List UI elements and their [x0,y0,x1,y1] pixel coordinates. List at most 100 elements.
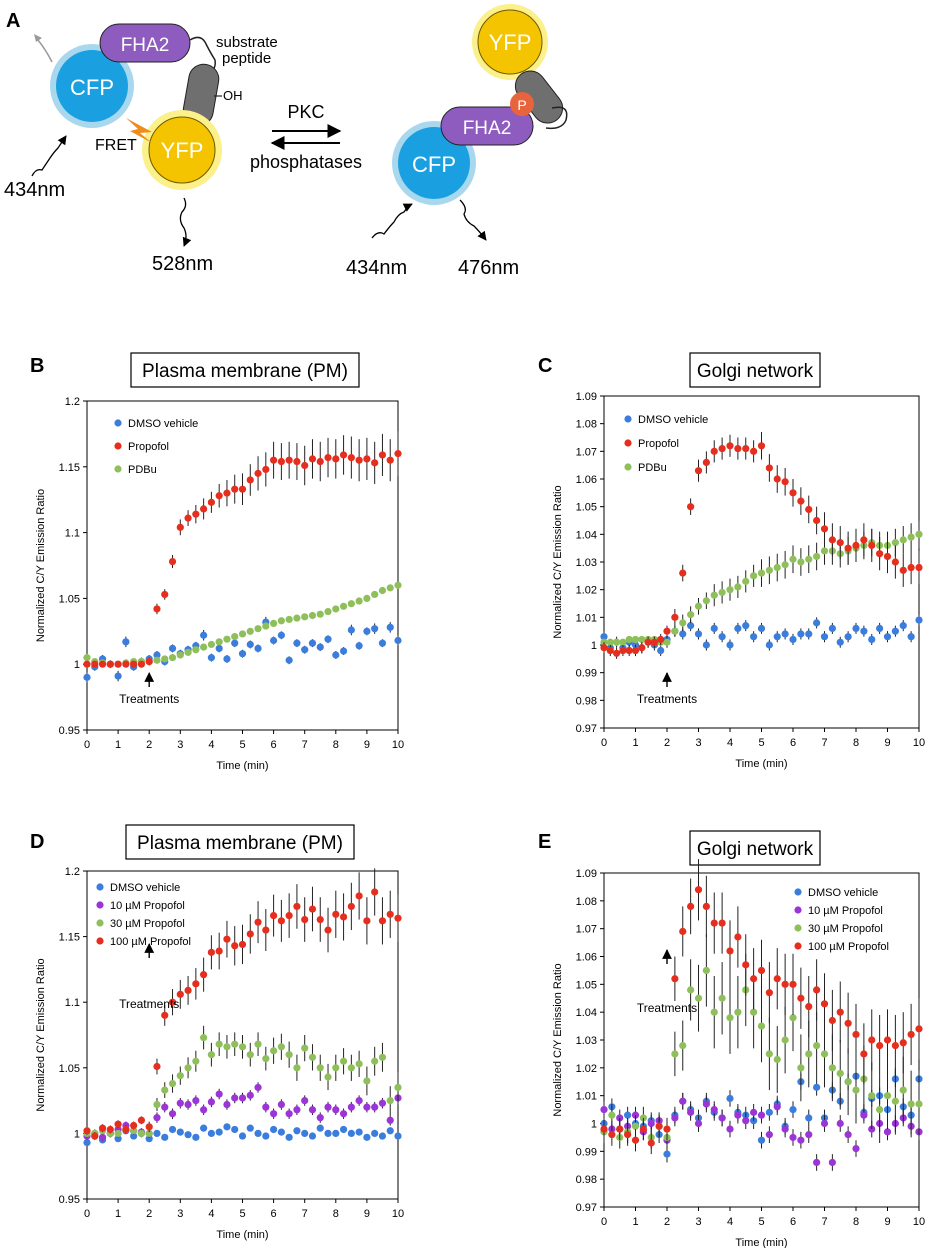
data-point [386,623,394,631]
data-point [270,912,278,920]
data-point [285,912,293,920]
x-tick-label: 6 [790,737,796,749]
data-point [386,1116,394,1124]
legend-marker [624,415,632,423]
data-point [650,638,659,646]
emission-right-label: 476nm [458,257,519,279]
data-point [308,1106,317,1114]
data-point [773,1103,781,1111]
data-point [836,539,844,547]
data-point [262,1055,270,1063]
data-point [277,457,285,466]
y-tick-label: 1.1 [65,528,80,540]
data-point [301,1129,309,1137]
x-tick-label: 7 [302,739,308,751]
data-point [394,1132,402,1140]
x-tick-label: 1 [632,1216,638,1228]
sensor-phosphorylated: YFP CFP FHA2 P 434nm 476nm [346,4,568,279]
data-point [883,552,892,561]
data-point [254,1083,262,1092]
data-point [687,902,695,911]
data-point [820,1000,829,1008]
data-point [679,1097,687,1105]
data-point [207,1051,215,1059]
data-point [308,611,317,620]
data-point [347,626,355,634]
treatment-label: Treatments [637,692,697,706]
data-point [619,638,627,646]
data-point [339,913,348,921]
data-point [184,514,192,522]
data-point [625,646,633,655]
data-point [844,633,852,641]
data-point [750,1108,758,1116]
data-point [246,640,254,649]
data-point [781,1036,789,1044]
chart-title: Plasma membrane (PM) [137,833,343,854]
y-tick-label: 0.97 [576,723,597,735]
data-point [371,625,379,633]
data-point [285,656,293,664]
x-tick-label: 0 [84,1208,90,1220]
data-point [613,638,621,646]
data-point [742,622,750,630]
x-tick-label: 10 [913,737,925,749]
data-point [813,1158,821,1167]
y-tick-label: 1.1 [65,997,80,1009]
data-point [750,1008,758,1016]
data-point [332,1129,340,1137]
data-point [647,1119,655,1128]
data-point [820,547,829,555]
data-point [765,1108,773,1116]
data-point [734,933,742,941]
x-tick-label: 9 [884,737,890,749]
data-point [347,902,355,911]
data-point [813,619,821,627]
data-point [386,1097,394,1105]
x-tick-label: 8 [853,737,859,749]
data-point [161,1103,169,1111]
data-point [355,892,363,900]
data-point [718,588,726,597]
data-point [750,447,758,455]
data-point [192,510,200,518]
y-tick-label: 0.95 [59,725,80,737]
data-point [710,919,718,927]
data-point [83,673,91,681]
data-point [83,654,91,662]
data-point [828,1016,836,1025]
data-point [805,1131,813,1139]
data-point [254,625,262,633]
data-point [114,660,122,668]
data-point [207,640,215,649]
data-point [231,632,239,641]
x-tick-label: 4 [727,1216,733,1228]
data-point [915,616,923,624]
data-point [899,1039,907,1047]
legend-label: Propofol [638,438,679,450]
data-point [899,1086,907,1094]
data-point [613,649,621,657]
series-dmso-vehicle [600,614,923,657]
panel-letter-d: D [30,831,44,853]
data-point [262,1132,270,1140]
data-point [386,910,394,918]
data-point [907,1100,915,1108]
data-point [215,492,223,500]
data-point [246,476,254,484]
data-point [631,1136,640,1144]
chart-panel-c: Golgi network 0.97 0.98 0.99 1 1.01 1.02 1.03 1.… [552,352,925,770]
y-tick-label: 1.07 [576,924,597,936]
data-point [883,1036,892,1044]
data-point [378,1132,387,1140]
data-point [339,602,348,610]
data-point [371,1129,379,1137]
data-point [734,624,742,633]
data-point [805,1003,813,1011]
data-point [813,986,821,994]
data-point [130,1127,138,1135]
y-tick-label: 1.04 [576,1007,597,1019]
data-point [671,1050,679,1058]
data-point [639,1125,647,1133]
data-point [907,633,915,641]
